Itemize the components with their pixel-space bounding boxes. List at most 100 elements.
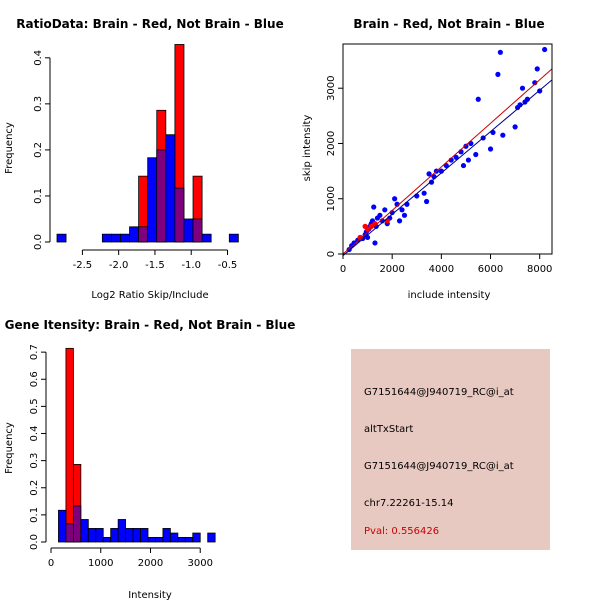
scatter-y-tick-label: 2000 — [326, 131, 337, 156]
gene-bar-not-brain — [177, 536, 186, 543]
gene-y-tick-label: 0.5 — [29, 398, 40, 414]
scatter-point-not-brain — [382, 207, 388, 213]
ratio-y-tick-label: 0.0 — [33, 234, 44, 250]
gene-histogram-ylabel: Frequency — [4, 422, 15, 474]
ratio-y-tick-label: 0.1 — [33, 188, 44, 204]
gene-x-tick-label: 0 — [48, 558, 54, 569]
scatter-point-not-brain — [487, 146, 494, 152]
ratio-bar-overlap — [192, 218, 203, 243]
gene-bar-not-brain — [155, 536, 164, 543]
scatter-point-not-brain — [497, 49, 503, 55]
ratio-bar-not-brain — [129, 226, 140, 243]
p-value: Pval: 0.556426 — [364, 526, 440, 537]
intensity-scatter: Brain - Red, Not Brain - Blue include in… — [302, 17, 553, 301]
gene-y-tick-label: 0.2 — [29, 480, 40, 496]
scatter-point-not-brain — [542, 46, 548, 53]
gene-y-tick-label: 0.7 — [29, 344, 40, 360]
ratio-histogram-xlabel: Log2 Ratio Skip/Include — [91, 290, 208, 301]
scatter-point-not-brain — [351, 240, 357, 246]
ratio-bar-not-brain — [101, 233, 112, 243]
gene-y-tick-label: 0.0 — [29, 534, 40, 550]
scatter-y-tick-label: 0 — [326, 251, 337, 257]
scatter-point-not-brain — [428, 179, 435, 185]
scatter-x-tick-label: 8000 — [527, 264, 552, 275]
scatter-fit-line-blue — [342, 79, 553, 257]
ratio-x-tick-label: -2.0 — [109, 260, 129, 271]
gene-bar-not-brain — [80, 519, 89, 543]
ratio-x-tick-label: -1.5 — [145, 260, 165, 271]
genomic-location: chr7.22261-15.14 — [364, 498, 454, 509]
scatter-point-not-brain — [379, 218, 385, 224]
ratio-bar-overlap — [138, 226, 149, 243]
gene-bar-overlap — [72, 505, 82, 543]
gene-x-tick-label: 1000 — [88, 558, 113, 569]
scatter-x-tick-label: 6000 — [478, 264, 503, 275]
gene-bar-overlap — [65, 523, 74, 543]
ratio-bar-not-brain — [183, 218, 194, 243]
gene-bar-not-brain — [58, 509, 67, 543]
scatter-point-not-brain — [421, 190, 427, 196]
ratio-y-tick-label: 0.4 — [33, 50, 44, 66]
scatter-x-tick-label: 2000 — [379, 264, 404, 275]
ratio-bar-overlap — [174, 187, 185, 243]
gene-bar-not-brain — [147, 536, 156, 543]
scatter-point-not-brain — [524, 96, 531, 102]
probe-info-panel: G7151644@J940719_RC@i_at altTxStart G715… — [351, 349, 550, 550]
ratio-bar-not-brain — [201, 233, 212, 243]
scatter-point-not-brain — [519, 85, 526, 91]
gene-bar-not-brain — [140, 528, 149, 543]
scatter-point-not-brain — [473, 151, 479, 158]
ratio-bar-not-brain — [228, 233, 239, 243]
ratio-x-tick-label: -0.5 — [218, 260, 238, 271]
scatter-x-tick-label: 4000 — [429, 264, 454, 275]
gene-y-tick-label: 0.1 — [29, 507, 40, 523]
ratio-histogram-ylabel: Frequency — [4, 122, 15, 174]
gene-bar-not-brain — [192, 532, 201, 543]
gene-bar-brain — [65, 347, 74, 543]
gene-bar-not-brain — [102, 536, 112, 543]
scatter-point-not-brain — [512, 124, 518, 130]
gene-bar-not-brain — [169, 532, 179, 543]
scatter-point-not-brain — [463, 143, 469, 149]
event-type: altTxStart — [364, 424, 414, 435]
scatter-point-not-brain — [495, 71, 501, 77]
scatter-point-not-brain — [475, 96, 481, 102]
gene-x-tick-label: 3000 — [188, 558, 213, 569]
gene-bar-not-brain — [184, 536, 194, 543]
ratio-bar-not-brain — [111, 233, 121, 243]
gene-histogram-title: Gene Itensity: Brain - Red, Not Brain - … — [5, 318, 296, 332]
ratio-y-tick-label: 0.2 — [33, 142, 44, 158]
scatter-point-not-brain — [500, 132, 506, 138]
scatter-point-not-brain — [372, 240, 378, 246]
scatter-point-not-brain — [377, 212, 383, 218]
scatter-ylabel: skip intensity — [302, 115, 313, 182]
scatter-point-not-brain — [399, 207, 405, 213]
ratio-bar-not-brain — [56, 233, 67, 243]
ratio-bar-not-brain — [147, 157, 158, 243]
scatter-xlabel: include intensity — [408, 290, 491, 301]
scatter-plot-frame — [342, 43, 553, 255]
ratio-x-tick-label: -1.0 — [181, 260, 201, 271]
probe-id-2: G7151644@J940719_RC@i_at — [364, 461, 514, 472]
ratio-bar-overlap — [156, 149, 167, 243]
gene-bar-not-brain — [162, 528, 171, 543]
ratio-bar-not-brain — [165, 134, 176, 243]
ratio-histogram: RatioData: Brain - Red, Not Brain - Blue… — [4, 17, 284, 301]
scatter-fit-line-red — [342, 68, 553, 255]
scatter-point-brain — [357, 234, 363, 241]
scatter-point-not-brain — [396, 218, 403, 224]
scatter-x-tick-label: 0 — [340, 264, 346, 275]
ratio-y-tick-label: 0.3 — [33, 96, 44, 112]
ratio-bar-not-brain — [120, 233, 130, 243]
scatter-point-not-brain — [424, 198, 430, 205]
gene-y-tick-label: 0.4 — [29, 426, 40, 442]
ratio-histogram-title: RatioData: Brain - Red, Not Brain - Blue — [16, 17, 283, 31]
gene-bar-not-brain — [117, 519, 127, 543]
scatter-y-tick-label: 3000 — [326, 75, 337, 100]
gene-histogram-xlabel: Intensity — [128, 590, 172, 600]
gene-bar-not-brain — [87, 528, 97, 543]
gene-y-tick-label: 0.3 — [29, 453, 40, 469]
scatter-point-not-brain — [392, 196, 398, 202]
gene-bar-not-brain — [207, 532, 216, 543]
